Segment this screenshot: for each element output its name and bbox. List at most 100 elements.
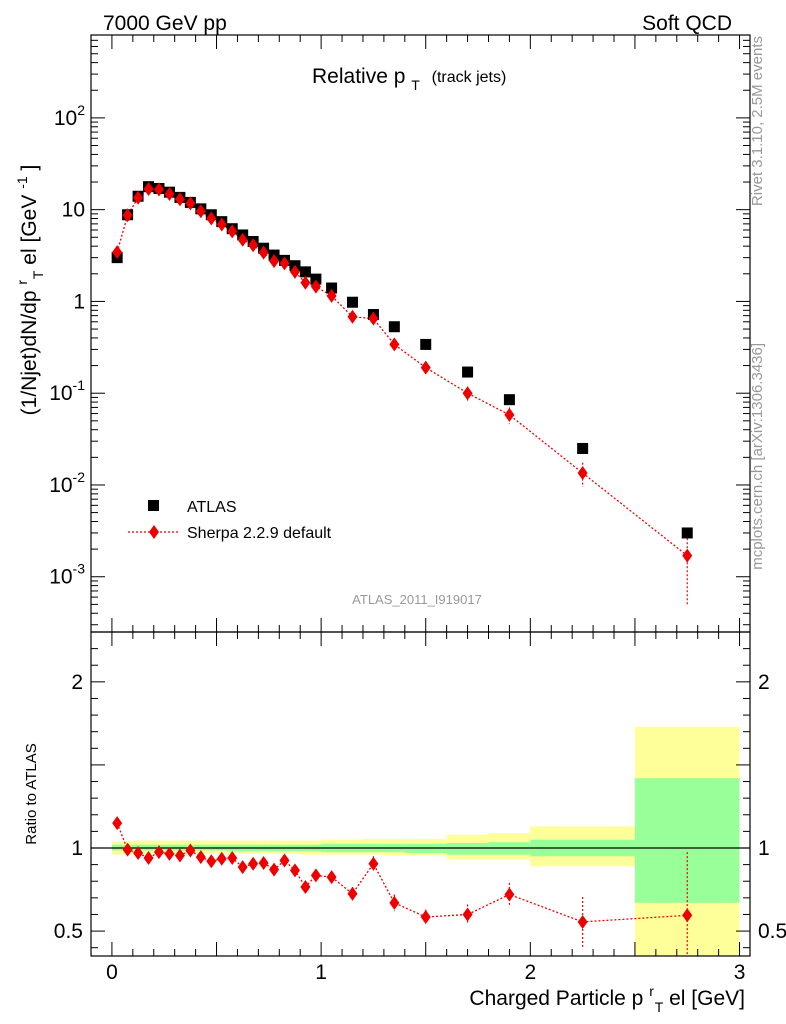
main-frame bbox=[90, 34, 751, 633]
atlas-point bbox=[503, 394, 515, 406]
y-tick-label: 10 bbox=[62, 199, 85, 222]
x-axis-label: Charged Particle p r T el [GeV] bbox=[469, 978, 745, 1017]
main-ticks bbox=[91, 34, 750, 632]
sherpa-point bbox=[185, 196, 196, 211]
sherpa-point bbox=[300, 275, 311, 290]
y-tick-label: 10-3 bbox=[49, 561, 85, 589]
ratio-sherpa-point bbox=[153, 845, 164, 860]
main-ylabel-sup2: -1 bbox=[14, 176, 30, 189]
sherpa-point bbox=[682, 548, 693, 563]
ratio-sherpa-point bbox=[682, 908, 693, 923]
ratio-y-tick-label: 2 bbox=[71, 671, 83, 694]
x-axis-label-text: Charged Particle p bbox=[469, 987, 643, 1010]
ratio-y-tick-label-right: 2 bbox=[758, 671, 770, 694]
atlas-point bbox=[310, 273, 322, 285]
main-panel: 10-3 10-2 10-1 1 10 102 Relative p T (track j… bbox=[9, 34, 751, 633]
sherpa-point bbox=[122, 208, 133, 223]
sherpa-point bbox=[174, 192, 185, 207]
sherpa-point bbox=[420, 360, 431, 375]
ratio-sherpa-point bbox=[206, 854, 217, 869]
x-tick-label: 2 bbox=[524, 961, 536, 984]
rivet-label: Rivet 3.1.10, 2.5M events bbox=[749, 36, 766, 206]
atlas-point bbox=[347, 296, 359, 308]
atlas-point bbox=[462, 366, 474, 378]
x-tick-label: 1 bbox=[315, 961, 327, 984]
main-ylabel: (1/Njet)dN/dp r T el [GeV -1 ] bbox=[9, 165, 48, 416]
sherpa-point bbox=[269, 254, 280, 269]
main-ylabel-tail: el [GeV bbox=[18, 195, 41, 265]
ratio-sherpa-point bbox=[504, 887, 515, 902]
x-tick-labels: 0 1 2 3 bbox=[106, 961, 745, 984]
main-ylabel-text: (1/Njet)dN/dp bbox=[18, 290, 41, 415]
ratio-y-tick-label: 1 bbox=[71, 837, 83, 860]
ratio-sherpa-point bbox=[269, 862, 280, 877]
ratio-y-tick-label: 0.5 bbox=[54, 920, 83, 943]
sherpa-point bbox=[504, 407, 515, 422]
ratio-sherpa-point bbox=[237, 860, 248, 875]
y-tick-label: 10-2 bbox=[49, 469, 85, 497]
ratio-points bbox=[112, 816, 693, 929]
ratio-sherpa-point bbox=[185, 843, 196, 858]
main-title-sub: T bbox=[411, 77, 420, 93]
ratio-band-inner bbox=[446, 843, 489, 855]
x-tick-label: 3 bbox=[734, 961, 746, 984]
sherpa-point bbox=[133, 190, 144, 205]
ratio-sherpa-point bbox=[310, 868, 321, 883]
ratio-panel: 0.5 0.5 1 1 2 2 0 1 2 3 Ratio to ATLAS Charged P… bbox=[23, 631, 786, 1017]
ratio-frame bbox=[90, 631, 751, 957]
ratio-sherpa-point bbox=[326, 870, 337, 885]
x-axis-label-tail: el [GeV] bbox=[669, 987, 745, 1010]
y-tick-label: 102 bbox=[54, 102, 85, 130]
ratio-sherpa-point bbox=[227, 850, 238, 865]
sherpa-point bbox=[279, 256, 290, 271]
y-tick-label: 1 bbox=[73, 290, 85, 313]
ratio-sherpa-point bbox=[133, 845, 144, 860]
ratio-sherpa-point bbox=[112, 816, 123, 831]
sherpa-point bbox=[389, 337, 400, 352]
ratio-sherpa-point bbox=[389, 895, 400, 910]
legend-sherpa-marker bbox=[149, 525, 159, 539]
ratio-sherpa-point bbox=[195, 850, 206, 865]
legend-atlas-marker bbox=[148, 500, 159, 511]
atlas-point bbox=[420, 338, 432, 350]
ratio-sherpa-point bbox=[279, 853, 290, 868]
sherpa-point bbox=[326, 288, 337, 303]
sherpa-point bbox=[347, 309, 358, 324]
header-right: Soft QCD bbox=[642, 12, 732, 35]
sherpa-point bbox=[258, 245, 269, 260]
main-title: Relative p T (track jets) bbox=[312, 65, 506, 95]
sherpa-point bbox=[206, 211, 217, 226]
main-ylabel-close: ] bbox=[18, 165, 41, 171]
mcplots-label: mcplots.cern.ch [arXiv:1306.3436] bbox=[749, 343, 766, 570]
sherpa-point bbox=[368, 311, 379, 326]
analysis-watermark: ATLAS_2011_I919017 bbox=[352, 592, 482, 607]
sherpa-point bbox=[248, 238, 259, 253]
sherpa-point bbox=[112, 245, 123, 260]
legend-atlas-label: ATLAS bbox=[187, 499, 237, 516]
sherpa-point bbox=[164, 187, 175, 202]
atlas-point bbox=[681, 527, 693, 539]
ratio-sherpa-point bbox=[577, 914, 588, 929]
sherpa-point bbox=[153, 182, 164, 197]
sherpa-point bbox=[195, 204, 206, 219]
ratio-y-tick-label-right: 0.5 bbox=[758, 920, 786, 943]
ratio-sherpa-point bbox=[143, 850, 154, 865]
legend-sherpa-label: Sherpa 2.2.9 default bbox=[187, 525, 332, 542]
sherpa-point bbox=[577, 466, 588, 481]
main-title-text: Relative p bbox=[312, 65, 405, 88]
x-axis-label-sub: T bbox=[655, 999, 664, 1015]
main-points bbox=[111, 181, 693, 563]
ratio-sherpa-point bbox=[174, 848, 185, 863]
ratio-y-tick-labels: 0.5 0.5 1 1 2 2 bbox=[54, 671, 786, 943]
sherpa-point bbox=[289, 264, 300, 279]
ratio-sherpa-point bbox=[164, 846, 175, 861]
main-ylabel-sup1: r bbox=[14, 280, 30, 285]
ratio-ylabel: Ratio to ATLAS bbox=[23, 743, 40, 844]
ratio-sherpa-point bbox=[300, 880, 311, 895]
sherpa-point bbox=[462, 386, 473, 401]
atlas-point bbox=[299, 266, 311, 278]
y-tick-label: 10-1 bbox=[49, 377, 85, 405]
x-axis-label-sup: r bbox=[649, 983, 654, 999]
header-left: 7000 GeV pp bbox=[103, 12, 227, 35]
atlas-point bbox=[326, 282, 338, 294]
